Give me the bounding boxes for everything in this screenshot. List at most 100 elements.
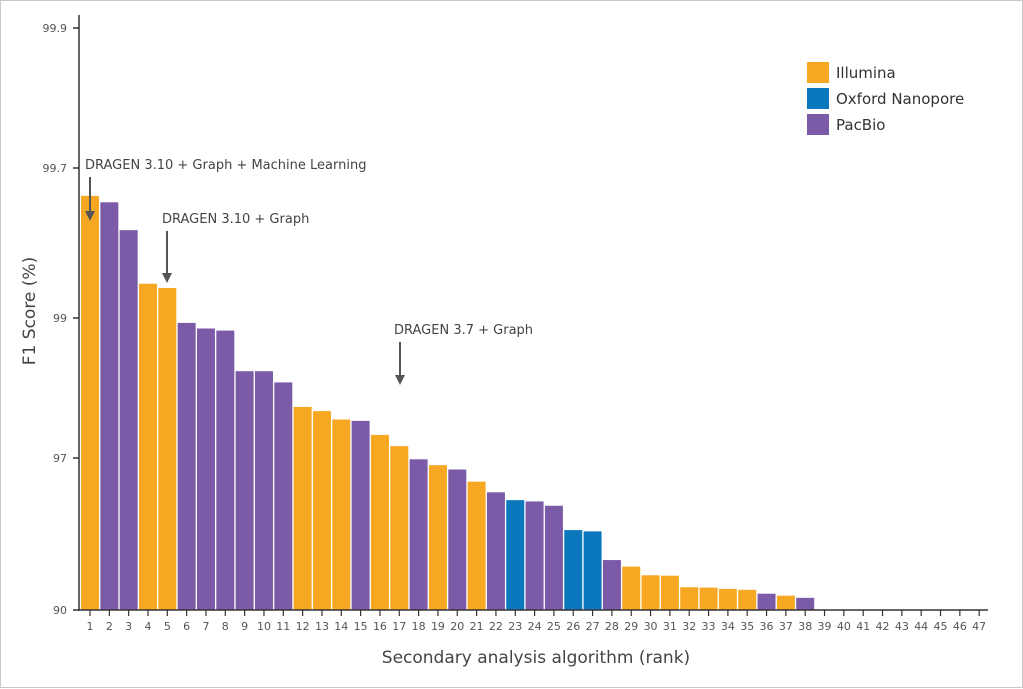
x-tick-label: 16	[373, 620, 387, 633]
bar-rank-34	[718, 588, 737, 610]
legend-label-illumina: Illumina	[836, 64, 896, 82]
bar-rank-20	[448, 469, 467, 610]
bar-rank-11	[274, 382, 293, 610]
x-tick-label: 28	[605, 620, 619, 633]
x-tick-label: 32	[682, 620, 696, 633]
bar-rank-5	[158, 288, 177, 610]
bar-rank-26	[564, 530, 583, 610]
x-tick-label: 22	[489, 620, 503, 633]
x-tick-label: 2	[106, 620, 113, 633]
bar-rank-7	[196, 328, 215, 610]
bar-rank-32	[680, 587, 699, 610]
y-tick-label: 99.9	[43, 22, 68, 35]
x-tick-label: 15	[354, 620, 368, 633]
x-tick-label: 31	[663, 620, 677, 633]
bar-rank-28	[602, 560, 621, 610]
bar-rank-38	[796, 597, 815, 610]
x-tick-label: 36	[760, 620, 774, 633]
bar-rank-6	[177, 322, 196, 610]
annotation-arrow-2-head	[162, 273, 172, 283]
x-tick-label: 21	[470, 620, 484, 633]
annotation-dragen-3-7-graph: DRAGEN 3.7 + Graph	[394, 323, 533, 338]
legend-label-pacbio: PacBio	[836, 116, 885, 134]
x-tick-label: 6	[183, 620, 190, 633]
bar-rank-36	[757, 593, 776, 610]
bar-rank-27	[583, 531, 602, 610]
annotation-arrow-1-head	[85, 211, 95, 221]
bar-rank-30	[641, 575, 660, 610]
x-tick-label: 25	[547, 620, 561, 633]
x-tick-label: 33	[702, 620, 716, 633]
x-tick-label: 24	[528, 620, 542, 633]
bar-rank-14	[332, 419, 351, 610]
bar-rank-12	[293, 406, 312, 610]
bar-rank-21	[467, 481, 486, 610]
bar-rank-17	[390, 446, 409, 610]
x-tick-label: 46	[953, 620, 967, 633]
axes-group	[78, 15, 988, 611]
x-tick-label: 34	[721, 620, 735, 633]
x-tick-label: 19	[431, 620, 445, 633]
x-tick-label: 29	[624, 620, 638, 633]
x-tick-label: 12	[296, 620, 310, 633]
x-tick-label: 41	[856, 620, 870, 633]
bar-rank-24	[525, 501, 544, 610]
bar-rank-8	[216, 330, 235, 610]
x-tick-label: 4	[144, 620, 151, 633]
bar-rank-4	[138, 283, 157, 610]
x-tick-label: 23	[508, 620, 522, 633]
bar-rank-18	[409, 459, 428, 610]
x-tick-label: 45	[934, 620, 948, 633]
x-axis-title: Secondary analysis algorithm (rank)	[382, 648, 690, 668]
bar-rank-2	[100, 202, 119, 611]
y-ticks-group: 90 97 99 99.7 99.9	[43, 22, 79, 617]
bar-rank-16	[370, 434, 389, 610]
bar-rank-10	[254, 371, 273, 610]
bar-rank-29	[622, 566, 641, 610]
bar-rank-37	[776, 595, 795, 610]
x-tick-label: 26	[566, 620, 580, 633]
x-tick-label: 11	[276, 620, 290, 633]
x-tick-label: 30	[644, 620, 658, 633]
y-tick-label: 99	[53, 312, 67, 325]
x-tick-label: 42	[876, 620, 890, 633]
y-tick-label: 90	[53, 604, 67, 617]
x-tick-label: 43	[895, 620, 909, 633]
bar-rank-23	[506, 500, 525, 610]
annotation-arrow-3-head	[395, 375, 405, 385]
x-tick-label: 38	[798, 620, 812, 633]
legend: Illumina Oxford Nanopore PacBio	[807, 62, 964, 135]
x-tick-label: 20	[450, 620, 464, 633]
bar-rank-33	[699, 587, 718, 610]
y-axis-title: F1 Score (%)	[20, 257, 40, 365]
bar-rank-15	[351, 420, 370, 610]
bar-rank-35	[738, 589, 757, 610]
annotations-group: DRAGEN 3.10 + Graph + Machine Learning D…	[85, 158, 533, 385]
bar-rank-19	[428, 465, 447, 610]
x-tick-label: 13	[315, 620, 329, 633]
x-tick-label: 39	[818, 620, 832, 633]
x-tick-label: 37	[779, 620, 793, 633]
legend-swatch-pacbio	[807, 114, 829, 135]
x-tick-label: 47	[972, 620, 986, 633]
x-tick-label: 40	[837, 620, 851, 633]
x-tick-label: 10	[257, 620, 271, 633]
x-tick-label: 7	[202, 620, 209, 633]
x-tick-label: 35	[740, 620, 754, 633]
bar-rank-9	[235, 371, 254, 610]
x-tick-label: 14	[334, 620, 348, 633]
x-tick-label: 17	[392, 620, 406, 633]
bar-rank-1	[81, 195, 99, 611]
bar-rank-3	[119, 230, 138, 610]
x-tick-label: 9	[241, 620, 248, 633]
bar-rank-13	[312, 411, 331, 610]
legend-label-oxford-nanopore: Oxford Nanopore	[836, 90, 964, 108]
bars-group	[81, 195, 815, 611]
x-tick-label: 44	[914, 620, 928, 633]
x-tick-label: 18	[412, 620, 426, 633]
x-ticks-group: 1 2 3 4 5 6 7 8 9 10 11 12 13 14 15 16 17 18 19 20 21 22 23 24 2…	[87, 610, 986, 633]
x-tick-label: 8	[222, 620, 229, 633]
x-tick-label: 5	[164, 620, 171, 633]
x-tick-label: 27	[586, 620, 600, 633]
